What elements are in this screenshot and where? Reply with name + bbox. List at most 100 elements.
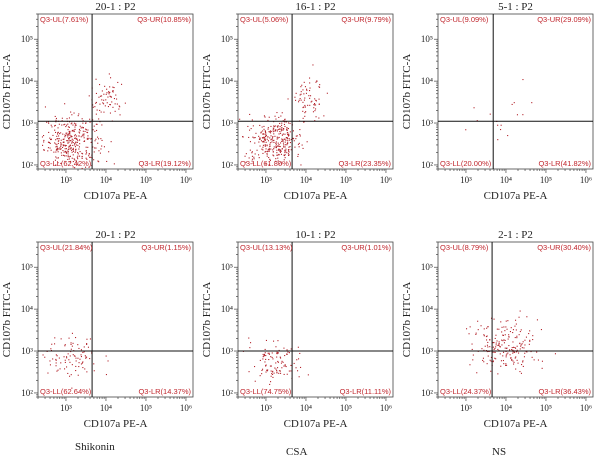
event-dot <box>495 346 497 348</box>
y-tick-label: 10⁴ <box>221 76 233 86</box>
event-dot <box>60 162 62 164</box>
quadrant-ur-label: Q3-UR(30.40%) <box>537 243 591 252</box>
y-tick-label: 10³ <box>21 346 33 356</box>
event-dot <box>481 348 483 350</box>
event-dot <box>263 136 265 138</box>
event-dot <box>267 149 269 151</box>
event-dot <box>96 109 98 111</box>
event-dot <box>501 331 503 333</box>
events <box>466 310 556 375</box>
event-dot <box>310 95 312 97</box>
event-dot <box>289 142 291 144</box>
event-dot <box>520 344 522 346</box>
event-dot <box>70 342 72 344</box>
event-dot <box>56 355 58 357</box>
event-dot <box>71 122 73 124</box>
event-dot <box>70 160 72 162</box>
x-tick-label: 10⁴ <box>100 403 112 413</box>
event-dot <box>270 356 272 358</box>
event-dot <box>81 152 83 154</box>
scatter-panel-3: 5-1 : P2 Q3-UL(9.09%) Q3-UR(29.09%) Q3-LL(2… <box>400 0 600 230</box>
event-dot <box>315 100 317 102</box>
x-axis-label: CD107a PE-A <box>484 190 548 202</box>
event-dot <box>471 348 473 350</box>
event-dot <box>269 145 271 147</box>
event-dot <box>285 137 287 139</box>
event-dot <box>263 133 265 135</box>
y-tick-label: 10² <box>21 388 33 398</box>
event-dot <box>272 373 274 375</box>
events <box>239 64 328 166</box>
event-dot <box>46 121 48 123</box>
event-dot <box>73 122 75 124</box>
plot-frame <box>237 241 394 398</box>
event-dot <box>302 117 304 119</box>
event-dot <box>515 356 517 358</box>
event-dot <box>89 156 91 158</box>
event-dot <box>275 362 277 364</box>
event-dot <box>277 361 279 363</box>
event-dot <box>67 123 69 125</box>
event-dot <box>286 132 288 134</box>
event-dot <box>81 135 83 137</box>
event-dot <box>82 130 84 132</box>
event-dot <box>283 347 285 349</box>
event-dot <box>79 125 81 127</box>
event-dot <box>496 328 498 330</box>
event-dot <box>486 344 488 346</box>
event-dot <box>540 329 542 331</box>
event-dot <box>533 359 535 361</box>
event-dot <box>245 153 247 155</box>
event-dot <box>281 148 283 150</box>
event-dot <box>78 131 80 133</box>
event-dot <box>265 132 267 134</box>
event-dot <box>282 120 284 122</box>
event-dot <box>267 140 269 142</box>
event-dot <box>286 127 288 129</box>
event-dot <box>87 129 89 131</box>
event-dot <box>77 162 79 164</box>
event-dot <box>80 356 82 358</box>
event-dot <box>276 136 278 138</box>
event-dot <box>279 131 281 133</box>
event-dot <box>266 153 268 155</box>
event-dot <box>264 145 266 147</box>
event-dot <box>266 144 268 146</box>
event-dot <box>486 363 488 365</box>
event-dot <box>295 135 297 137</box>
event-dot <box>119 114 121 116</box>
event-dot <box>80 354 82 356</box>
event-dot <box>269 137 271 139</box>
event-dot <box>70 140 72 142</box>
event-dot <box>273 148 275 150</box>
event-dot <box>524 344 526 346</box>
event-dot <box>554 353 556 355</box>
event-dot <box>284 364 286 366</box>
event-dot <box>265 339 267 341</box>
event-dot <box>297 153 299 155</box>
event-dot <box>273 141 275 143</box>
event-dot <box>63 145 65 147</box>
event-dot <box>52 134 54 136</box>
event-dot <box>287 98 289 100</box>
event-dot <box>318 117 320 119</box>
event-dot <box>282 140 284 142</box>
event-dot <box>265 371 267 373</box>
event-dot <box>244 155 246 157</box>
event-dot <box>262 133 264 135</box>
event-dot <box>266 155 268 157</box>
event-dot <box>95 78 97 80</box>
event-dot <box>311 100 313 102</box>
y-tick-label: 10² <box>221 160 233 170</box>
event-dot <box>259 359 261 361</box>
event-dot <box>486 327 488 329</box>
event-dot <box>279 151 281 153</box>
event-dot <box>276 125 278 127</box>
event-dot <box>56 149 58 151</box>
event-dot <box>299 134 301 136</box>
quadrant-ul-label: Q3-UL(5.06%) <box>240 15 289 24</box>
event-dot <box>70 147 72 149</box>
event-dot <box>511 358 513 360</box>
event-dot <box>306 88 308 90</box>
event-dot <box>67 148 69 150</box>
